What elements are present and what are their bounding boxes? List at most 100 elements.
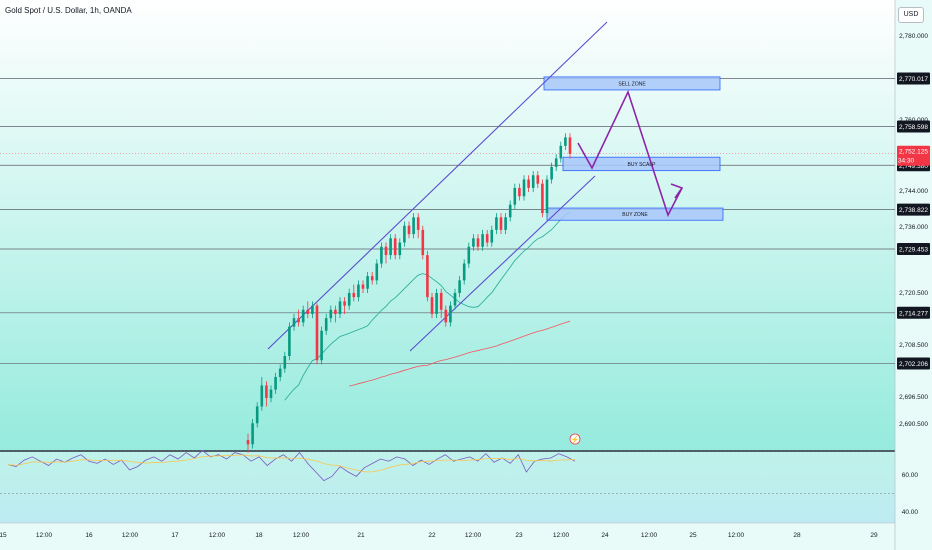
candle[interactable]: [384, 246, 388, 256]
candle[interactable]: [255, 406, 259, 424]
time-tick-label: 12:00: [553, 532, 570, 539]
candle[interactable]: [453, 292, 457, 306]
candle[interactable]: [416, 217, 420, 230]
projected-path-arrowhead: [670, 183, 684, 199]
candle[interactable]: [462, 263, 466, 281]
candle[interactable]: [550, 166, 553, 180]
candle[interactable]: [347, 292, 351, 306]
candle[interactable]: [292, 318, 296, 327]
price-level-label: 2,770.017: [899, 76, 928, 83]
candle[interactable]: [265, 385, 268, 399]
candle[interactable]: [467, 246, 471, 264]
candle[interactable]: [246, 440, 250, 445]
zone-box[interactable]: [562, 156, 721, 172]
price-level-label: 2,758.598: [899, 124, 928, 131]
candle[interactable]: [421, 229, 425, 256]
price-level-tag[interactable]: [897, 243, 930, 256]
candle[interactable]: [389, 238, 392, 256]
candle[interactable]: [531, 175, 535, 188]
price-level-label: 2,738.822: [899, 207, 928, 214]
candle[interactable]: [490, 229, 494, 243]
candle[interactable]: [320, 330, 323, 361]
candle[interactable]: [398, 242, 402, 256]
candle[interactable]: [472, 238, 475, 247]
candle[interactable]: [439, 292, 443, 310]
candle[interactable]: [301, 309, 305, 323]
candle[interactable]: [444, 309, 448, 323]
candle[interactable]: [352, 292, 356, 298]
candle[interactable]: [343, 301, 346, 306]
candle[interactable]: [554, 158, 558, 167]
candle[interactable]: [269, 389, 273, 399]
candle[interactable]: [297, 318, 300, 323]
candle[interactable]: [568, 137, 572, 154]
candle[interactable]: [407, 225, 411, 235]
candle[interactable]: [366, 276, 369, 289]
candle[interactable]: [508, 204, 512, 218]
candle[interactable]: [518, 187, 521, 197]
candle[interactable]: [527, 179, 530, 188]
candle[interactable]: [495, 217, 498, 230]
candle[interactable]: [513, 187, 517, 205]
currency-button[interactable]: USD: [898, 7, 924, 23]
candle[interactable]: [545, 179, 549, 214]
candle[interactable]: [278, 368, 282, 378]
channel-upper-line[interactable]: [267, 21, 608, 350]
candle[interactable]: [559, 145, 563, 159]
projected-path[interactable]: [577, 89, 683, 218]
candle[interactable]: [260, 385, 264, 407]
channel-lower-line[interactable]: [409, 175, 596, 352]
candle[interactable]: [564, 137, 567, 146]
candle[interactable]: [251, 423, 254, 445]
candle[interactable]: [338, 301, 342, 314]
candle[interactable]: [412, 217, 415, 235]
candle[interactable]: [476, 238, 480, 247]
price-axis-background: [895, 0, 932, 550]
candle[interactable]: [370, 276, 374, 281]
candle[interactable]: [288, 326, 291, 357]
candle[interactable]: [283, 356, 287, 369]
price-level-tag[interactable]: [897, 357, 930, 370]
candle[interactable]: [426, 255, 429, 298]
rsi-tick-label: 40.00: [902, 509, 919, 516]
candle[interactable]: [458, 280, 461, 293]
zone-label: BUY SCALP: [628, 162, 657, 168]
candle[interactable]: [485, 234, 489, 243]
candle[interactable]: [504, 217, 507, 230]
zone-label: BUY ZONE: [622, 212, 648, 218]
price-level-label: 2,729.453: [899, 247, 928, 254]
candle[interactable]: [403, 225, 406, 243]
candle[interactable]: [499, 217, 503, 230]
time-tick-label: 12:00: [728, 532, 745, 539]
candle[interactable]: [430, 297, 434, 314]
candle[interactable]: [315, 305, 319, 361]
candle[interactable]: [481, 234, 484, 247]
candle[interactable]: [357, 284, 360, 298]
candle[interactable]: [449, 305, 452, 323]
current-price-tag[interactable]: [897, 145, 930, 166]
price-level-tag[interactable]: [897, 72, 930, 85]
candle[interactable]: [541, 183, 544, 214]
candle[interactable]: [522, 179, 526, 197]
alert-icon[interactable]: [569, 433, 581, 445]
candle[interactable]: [435, 292, 438, 314]
price-level-tag[interactable]: [897, 306, 930, 319]
countdown-label: 34:30: [898, 158, 915, 165]
candle[interactable]: [334, 309, 337, 314]
candle[interactable]: [393, 238, 397, 256]
candle[interactable]: [306, 309, 310, 314]
candle[interactable]: [329, 309, 333, 319]
candle[interactable]: [324, 318, 328, 331]
candle[interactable]: [361, 284, 365, 289]
candle[interactable]: [274, 377, 277, 390]
price-level-tag[interactable]: [897, 120, 930, 133]
candle[interactable]: [375, 263, 379, 281]
moving-average-slow: [349, 320, 571, 387]
price-level-tag[interactable]: [897, 203, 930, 216]
price-tick-label: 2,760.000: [899, 117, 928, 124]
candle[interactable]: [311, 305, 314, 314]
candle[interactable]: [380, 246, 383, 264]
candle[interactable]: [536, 175, 540, 184]
